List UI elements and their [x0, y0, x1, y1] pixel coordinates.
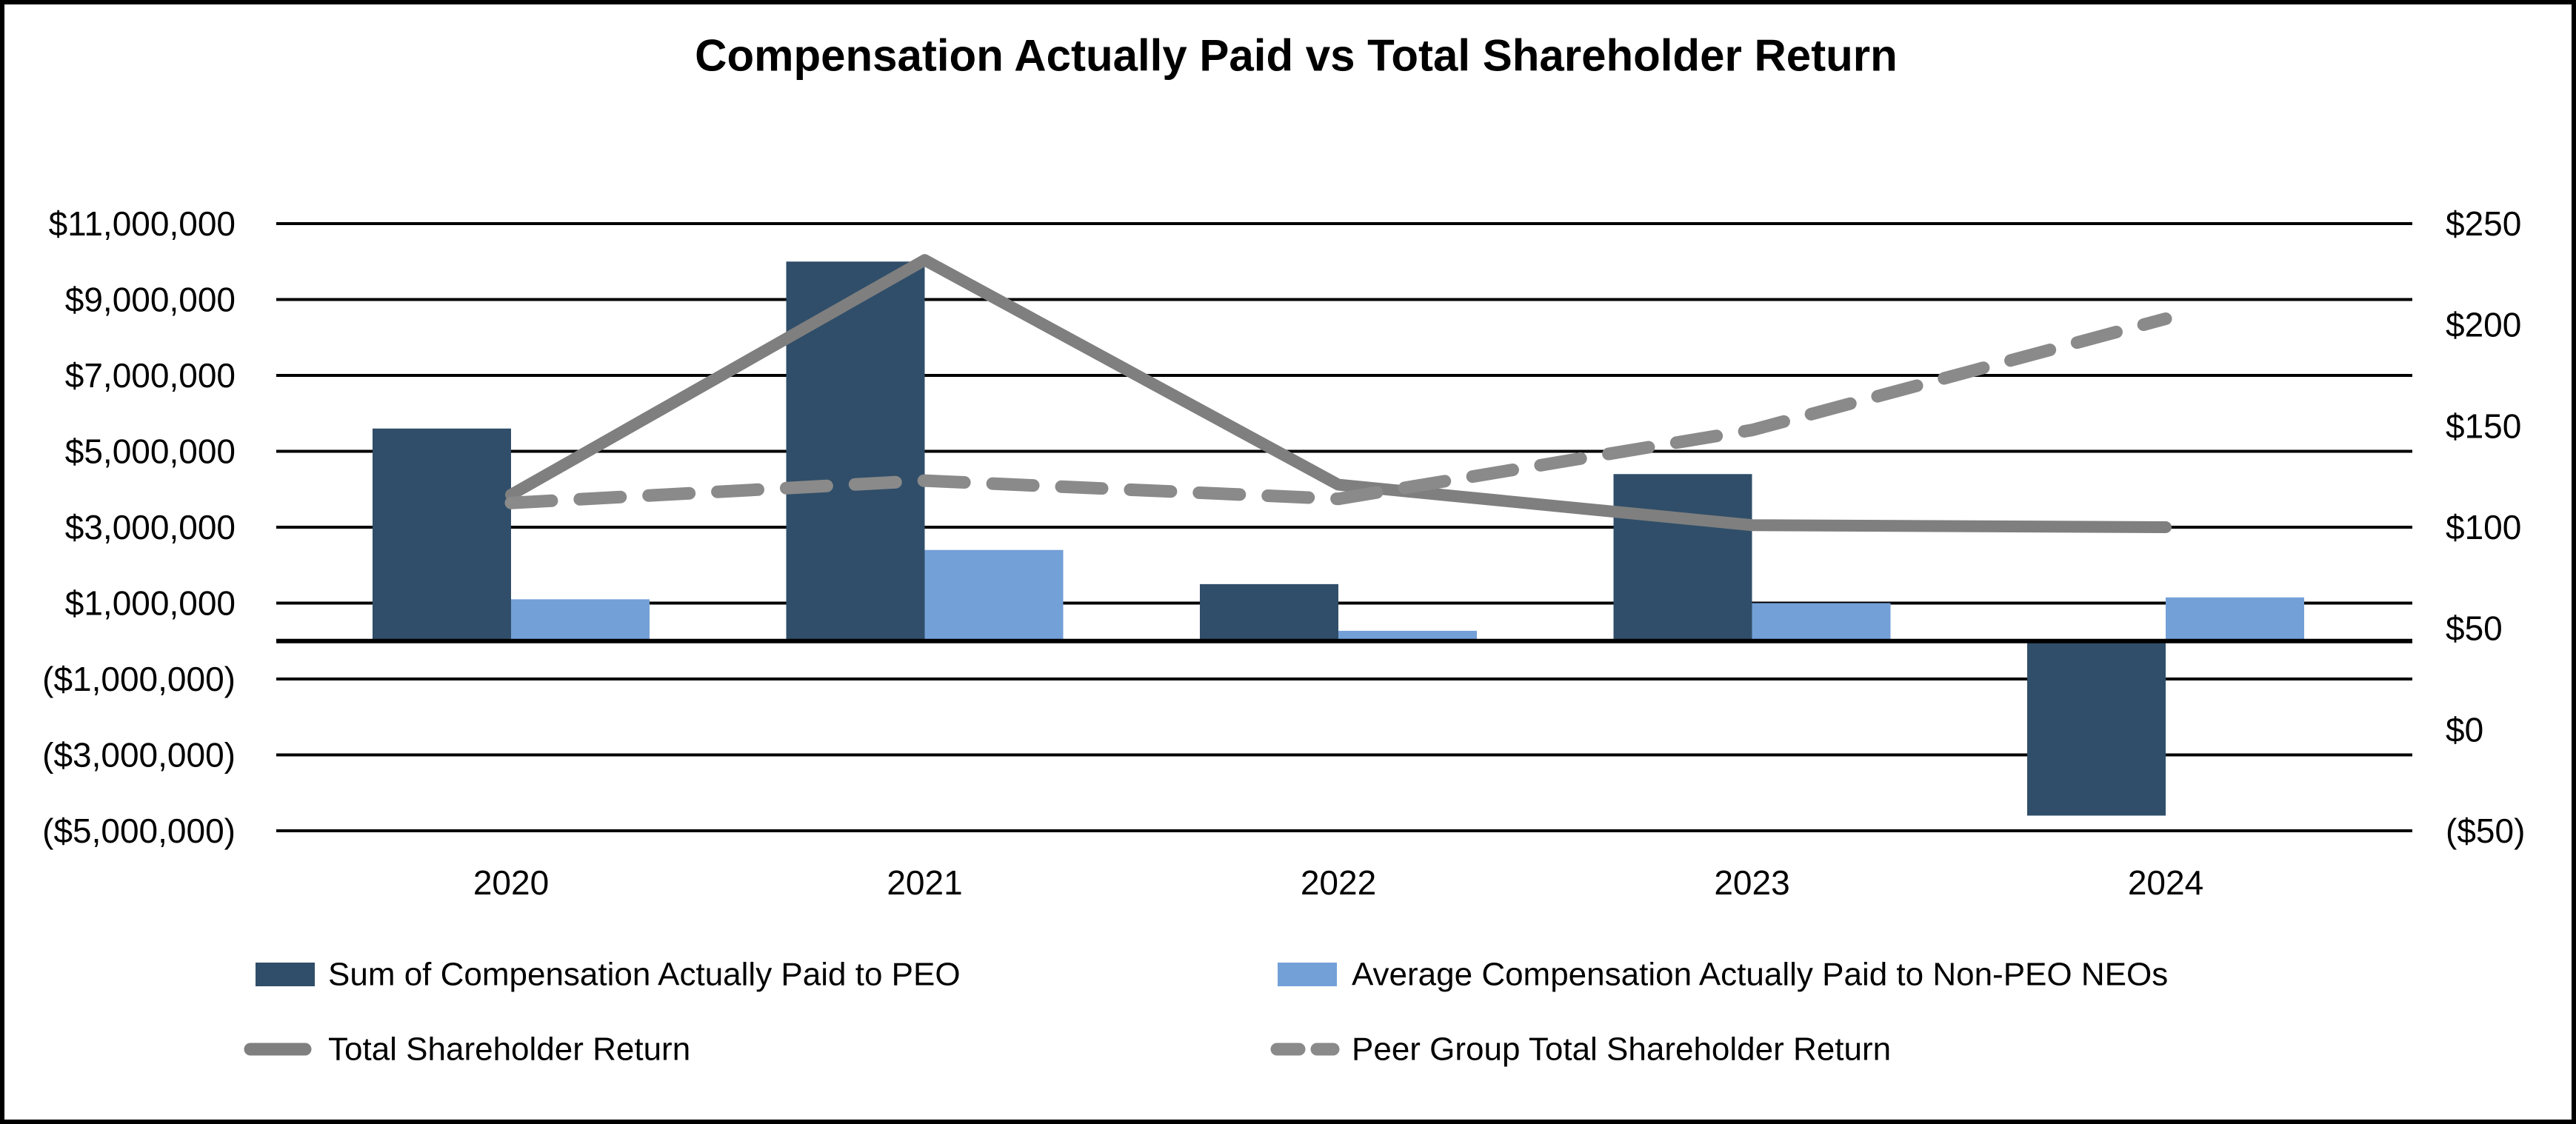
legend-swatch-peo-bar	[256, 963, 315, 986]
legend-swatch-neo-bar	[1278, 963, 1337, 986]
legend-item-peer-tsr: Peer Group Total Shareholder Return	[1270, 1031, 1891, 1068]
left-axis-tick-label: ($5,000,000)	[42, 812, 236, 850]
bar-peo-2022	[1200, 583, 1338, 641]
legend-label-peer-tsr: Peer Group Total Shareholder Return	[1352, 1031, 1891, 1068]
right-axis-tick-label: $200	[2446, 306, 2521, 344]
bar-neo-2024	[2166, 597, 2304, 641]
legend-item-neo: Average Compensation Actually Paid to No…	[1278, 957, 2168, 993]
legend-item-tsr: Total Shareholder Return	[244, 1031, 690, 1068]
tsr-line	[505, 254, 2172, 533]
x-axis-label-2022: 2022	[1301, 863, 1376, 902]
left-axis-tick-label: $7,000,000	[65, 356, 236, 395]
right-axis-tick-label: $150	[2446, 407, 2521, 445]
left-axis-tick-label: ($3,000,000)	[42, 736, 236, 775]
left-axis-tick-label: $5,000,000	[65, 432, 236, 471]
plot-area: $11,000,000 $9,000,000 $7,000,000 $5,000,00…	[42, 204, 2525, 902]
bar-neo-2022	[1338, 630, 1477, 641]
right-axis-tick-label: $50	[2446, 609, 2503, 648]
legend: Sum of Compensation Actually Paid to PEO…	[244, 957, 2168, 1068]
legend-item-peo: Sum of Compensation Actually Paid to PEO	[256, 957, 961, 993]
x-axis-label-2024: 2024	[2128, 863, 2203, 902]
left-axis-tick-label: $3,000,000	[65, 508, 236, 546]
left-axis-tick-label: $11,000,000	[49, 204, 236, 243]
bar-peo-2023	[1613, 474, 1752, 641]
right-axis-tick-label: $250	[2446, 204, 2521, 243]
bar-neo-2020	[511, 599, 650, 641]
bar-peo-2021	[786, 261, 925, 641]
bar-peo-2024	[2027, 640, 2166, 816]
x-axis-label-2023: 2023	[1714, 863, 1789, 902]
right-axis-tick-label: $0	[2446, 710, 2483, 749]
legend-label-tsr: Total Shareholder Return	[328, 1031, 690, 1068]
bar-neo-2023	[1752, 603, 1891, 641]
left-axis-tick-label: ($1,000,000)	[42, 660, 236, 698]
left-axis-tick-label: $9,000,000	[65, 281, 236, 319]
right-axis-tick-label: ($50)	[2446, 812, 2525, 850]
peer-tsr-dashed-line	[504, 312, 2172, 509]
legend-label-peo: Sum of Compensation Actually Paid to PEO	[328, 957, 961, 993]
bar-peo-2020	[373, 428, 511, 641]
bar-neo-2021	[924, 549, 1064, 641]
x-axis-label-2021: 2021	[887, 863, 962, 902]
legend-label-neo: Average Compensation Actually Paid to No…	[1352, 957, 2168, 993]
left-axis-tick-label: $1,000,000	[65, 584, 236, 623]
right-axis-tick-label: $100	[2446, 508, 2521, 546]
x-axis-label-2020: 2020	[473, 863, 549, 902]
chart-title: Compensation Actually Paid vs Total Shar…	[695, 31, 1898, 81]
